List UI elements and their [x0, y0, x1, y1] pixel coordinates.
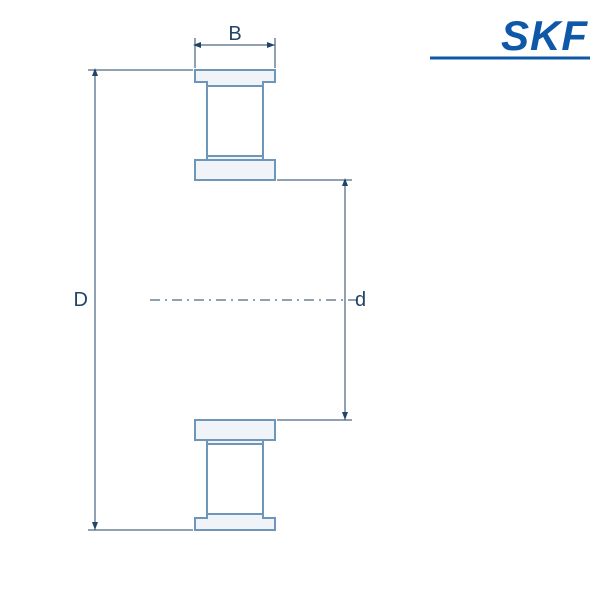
logo-text: SKF — [501, 12, 588, 59]
bearing-upper — [195, 70, 275, 180]
label-D: D — [74, 289, 88, 311]
bearing-diagram: SKF B D d — [0, 0, 600, 600]
dimension-B: B — [195, 23, 275, 68]
bearing-lower — [195, 420, 275, 530]
label-B: B — [228, 23, 241, 45]
skf-logo: SKF — [430, 12, 590, 59]
label-d: d — [355, 289, 366, 311]
